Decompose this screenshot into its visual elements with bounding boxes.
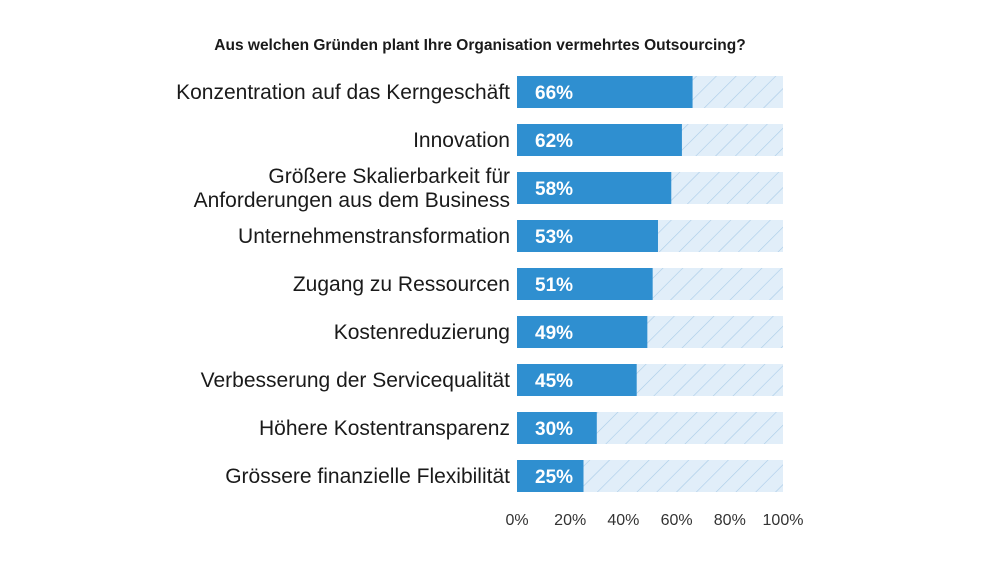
bar [517,316,648,348]
bar-row: 49% Kostenreduzierung [334,316,783,348]
bar-value-label: 25% [535,467,573,488]
category-label: Höhere Kostentransparenz [259,417,510,440]
category-label-line: Konzentration auf das Kerngeschäft [176,81,510,104]
x-tick-label: 20% [554,512,586,529]
category-label: Größere Skalierbarkeit für Anforderungen … [194,165,510,212]
bar-row: 58% Größere Skalierbarkeit für Anforderung… [194,165,783,212]
bar-row: 45% Verbesserung der Servicequalität [201,364,783,396]
bar-row: 53% Unternehmenstransformation [238,220,783,252]
x-tick-label: 40% [607,512,639,529]
category-label-line: Höhere Kostentransparenz [259,417,510,440]
category-label: Konzentration auf das Kerngeschäft [176,81,510,104]
category-label-line: Verbesserung der Servicequalität [201,369,511,392]
x-tick-label: 80% [714,512,746,529]
bar-value-label: 30% [535,419,573,440]
bar-value-label: 62% [535,131,573,152]
bar [517,364,637,396]
x-tick-label: 60% [661,512,693,529]
bar-row: 30% Höhere Kostentransparenz [259,412,783,444]
bar [517,412,597,444]
category-label: Zugang zu Ressourcen [293,273,510,296]
bar [517,172,672,204]
category-label-line: Innovation [413,129,510,152]
category-label-line: Kostenreduzierung [334,321,510,344]
bar-row: 25% Grössere finanzielle Flexibilität [225,460,783,492]
bar [517,268,653,300]
chart-title: Aus welchen Gründen plant Ihre Organisat… [214,37,745,54]
bar-value-label: 45% [535,371,573,392]
bar-value-label: 49% [535,323,573,344]
bar [517,220,658,252]
category-label: Innovation [413,129,510,152]
bar-value-label: 51% [535,275,573,296]
x-tick-label: 0% [505,512,528,529]
bar-row: 62% Innovation [413,124,783,156]
category-label: Grössere finanzielle Flexibilität [225,465,510,488]
bar-row: 66% Konzentration auf das Kerngeschäft [176,76,783,108]
category-label: Unternehmenstransformation [238,225,510,248]
bar-value-label: 58% [535,179,573,200]
category-label: Kostenreduzierung [334,321,510,344]
category-label-line: Grössere finanzielle Flexibilität [225,465,510,488]
bar-value-label: 53% [535,227,573,248]
category-label: Verbesserung der Servicequalität [201,369,511,392]
x-tick-label: 100% [763,512,804,529]
category-label-line: Größere Skalierbarkeit für [268,165,510,188]
bar [517,460,584,492]
bar-value-label: 66% [535,83,573,104]
category-label-line: Unternehmenstransformation [238,225,510,248]
bar [517,76,693,108]
category-label-line: Anforderungen aus dem Business [194,189,510,212]
bar-row: 51% Zugang zu Ressourcen [293,268,783,300]
category-label-line: Zugang zu Ressourcen [293,273,510,296]
bar [517,124,682,156]
